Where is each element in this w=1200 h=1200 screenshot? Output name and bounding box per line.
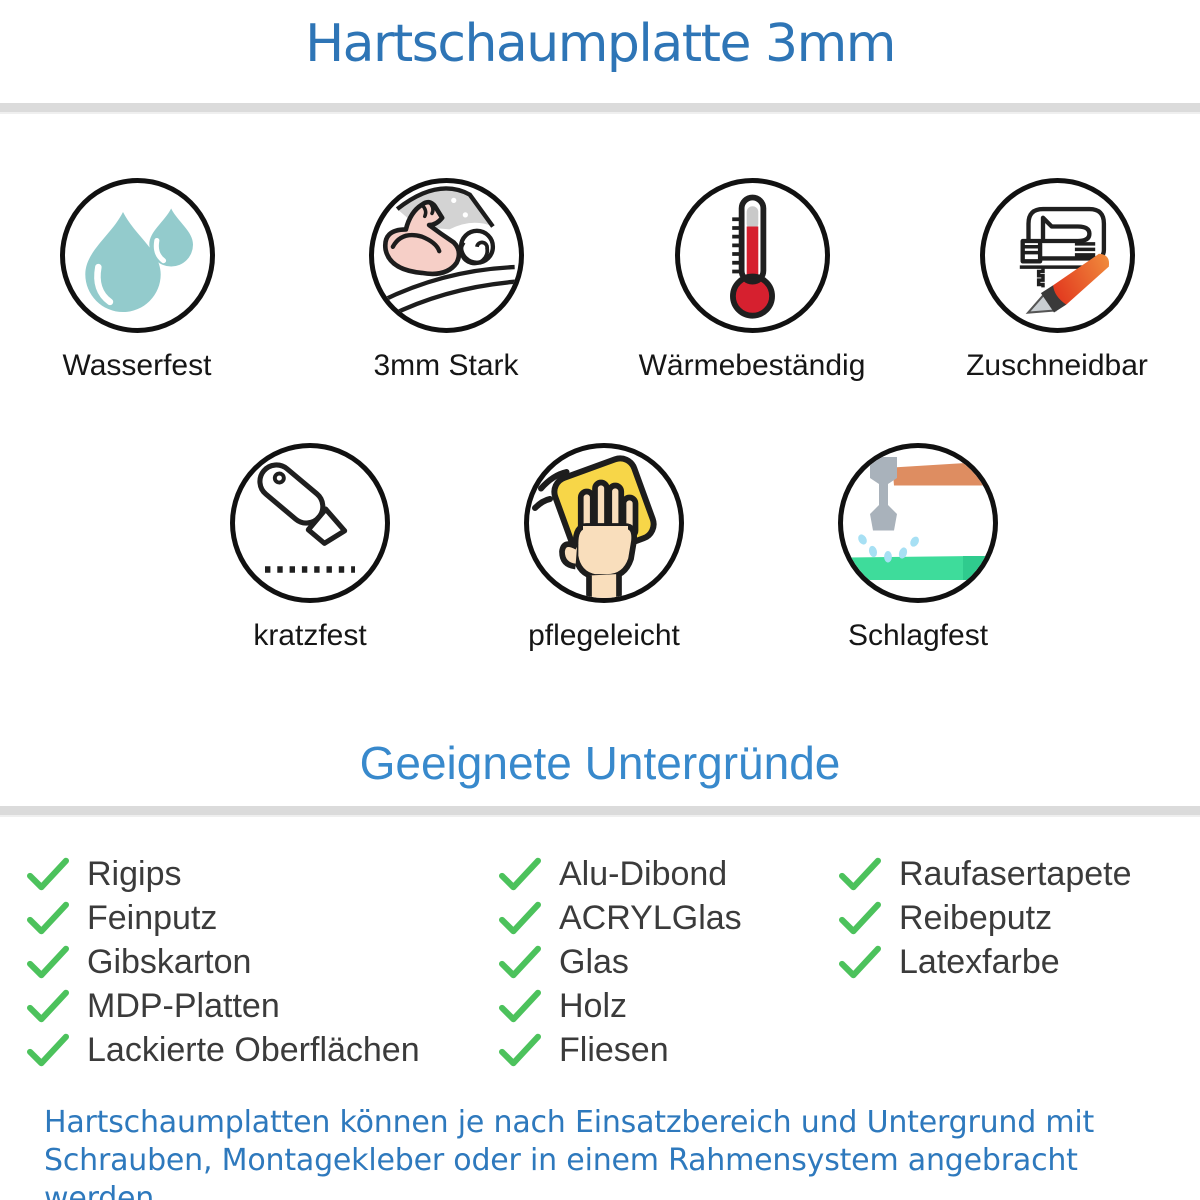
thermometer-icon [674, 178, 830, 333]
checkmark-icon [26, 901, 70, 935]
jigsaw-icon [979, 178, 1135, 333]
feature-label: Wärmebeständig [638, 349, 866, 382]
substrate-label: Alu-Dibond [559, 854, 728, 893]
substrate-item: Gibskarton [26, 940, 420, 984]
feature-label: Schlagfest [847, 619, 989, 652]
utility-knife-icon [230, 443, 390, 603]
substrate-label: Glas [559, 942, 629, 981]
substrate-label: Holz [559, 986, 628, 1025]
substrate-label: Fliesen [559, 1030, 669, 1069]
feature-zuschneidbar: Zuschneidbar [917, 178, 1197, 383]
checkmark-icon [26, 989, 70, 1023]
substrate-item: Fliesen [498, 1028, 742, 1072]
divider-top [0, 103, 1200, 114]
feature-label: 3mm Stark [373, 349, 519, 382]
substrate-label: Reibeputz [899, 898, 1053, 937]
checkmark-icon [838, 857, 882, 891]
hammer-icon [838, 443, 998, 603]
checkmark-icon [26, 945, 70, 979]
substrate-item: Rigips [26, 852, 420, 896]
substrate-column-2: Alu-Dibond ACRYLGlas Glas Holz Fliesen [498, 852, 742, 1072]
substrate-item: MDP-Platten [26, 984, 420, 1028]
feature-kratzfest: kratzfest [170, 443, 450, 653]
substrate-item: Feinputz [26, 896, 420, 940]
checkmark-icon [26, 1033, 70, 1067]
checkmark-icon [838, 945, 882, 979]
mounting-note-line2: Schrauben, Montagekleber oder in einem R… [44, 1143, 1078, 1200]
feature-waermebestaendig: Wärmebeständig [612, 178, 892, 383]
substrate-item: Lackierte Oberflächen [26, 1028, 420, 1072]
cleaning-hand-icon [524, 443, 684, 603]
substrate-label: Rigips [87, 854, 182, 893]
feature-schlagfest: Schlagfest [778, 443, 1058, 653]
substrate-item: Holz [498, 984, 742, 1028]
feature-wasserfest: Wasserfest [0, 178, 277, 383]
mounting-note: Hartschaumplatten können je nach Einsatz… [44, 1104, 1200, 1200]
mounting-note-line1: Hartschaumplatten können je nach Einsatz… [44, 1105, 1095, 1140]
checkmark-icon [498, 1033, 542, 1067]
feature-3mm-stark: 3mm Stark [306, 178, 586, 383]
checkmark-icon [498, 857, 542, 891]
substrate-label: Raufasertapete [899, 854, 1132, 893]
page-title: Hartschaumplatte 3mm [305, 14, 896, 74]
substrate-label: Lackierte Oberflächen [87, 1030, 420, 1069]
substrate-column-1: Rigips Feinputz Gibskarton MDP-Platten L… [26, 852, 420, 1072]
feature-pflegeleicht: pflegeleicht [464, 443, 744, 653]
feature-label: Wasserfest [62, 349, 212, 382]
section-title-untergruende: Geeignete Untergründe [359, 737, 841, 789]
checkmark-icon [26, 857, 70, 891]
divider-middle [0, 806, 1200, 817]
substrate-item: ACRYLGlas [498, 896, 742, 940]
substrate-label: Feinputz [87, 898, 218, 937]
substrate-label: Latexfarbe [899, 942, 1060, 981]
substrate-label: Gibskarton [87, 942, 252, 981]
checkmark-icon [498, 989, 542, 1023]
substrate-label: ACRYLGlas [559, 898, 742, 937]
water-drops-icon [59, 178, 215, 333]
substrate-item: Alu-Dibond [498, 852, 742, 896]
substrate-column-3: Raufasertapete Reibeputz Latexfarbe [838, 852, 1132, 984]
feature-label: Zuschneidbar [966, 349, 1148, 382]
substrate-label: MDP-Platten [87, 986, 280, 1025]
feature-label: kratzfest [253, 619, 367, 652]
checkmark-icon [498, 945, 542, 979]
substrate-item: Reibeputz [838, 896, 1132, 940]
checkmark-icon [838, 901, 882, 935]
flexed-arm-icon [368, 178, 524, 333]
substrate-item: Glas [498, 940, 742, 984]
feature-label: pflegeleicht [528, 619, 680, 652]
checkmark-icon [498, 901, 542, 935]
substrate-item: Raufasertapete [838, 852, 1132, 896]
substrate-item: Latexfarbe [838, 940, 1132, 984]
